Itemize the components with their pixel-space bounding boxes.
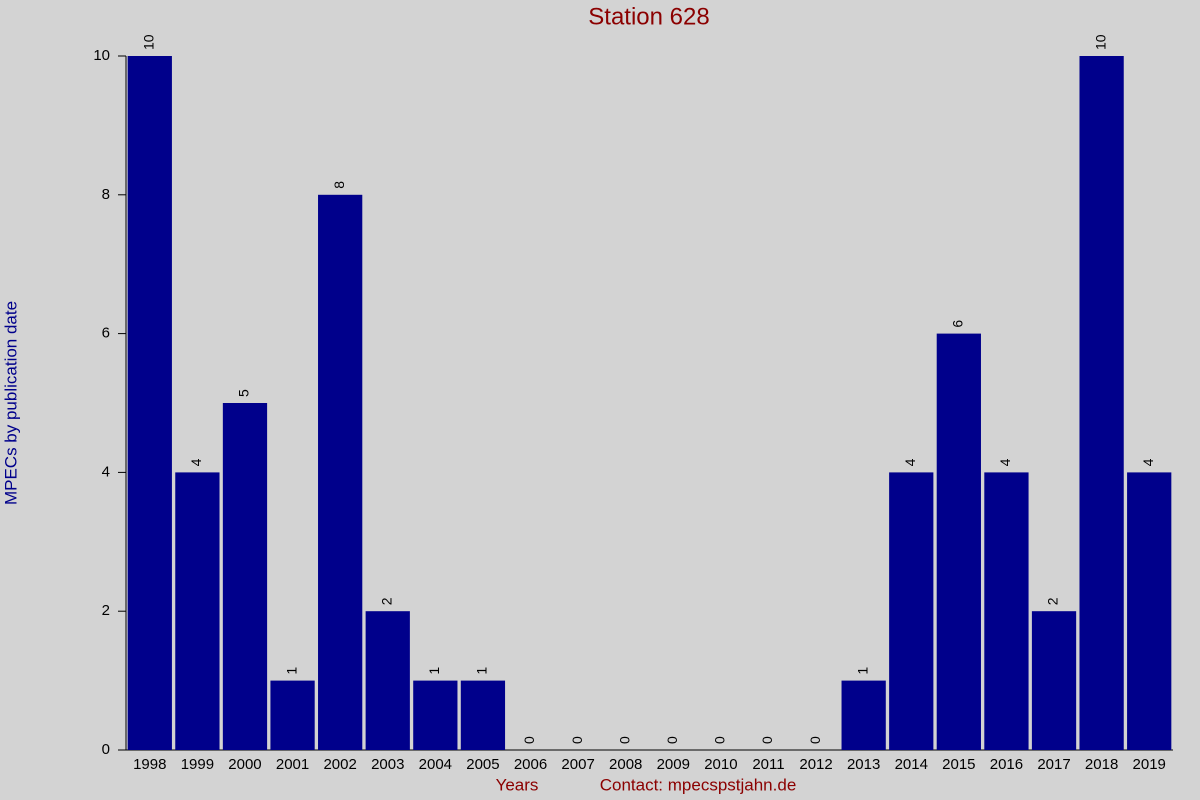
- value-label: 1: [474, 667, 490, 675]
- bar: [222, 403, 268, 750]
- x-tick-label: 2003: [371, 756, 404, 773]
- x-tick-label: 2014: [895, 756, 928, 773]
- value-label: 1: [426, 667, 442, 675]
- value-label: 4: [188, 458, 204, 466]
- value-label: 2: [378, 597, 394, 605]
- value-label: 4: [997, 458, 1013, 466]
- bar: [175, 472, 220, 750]
- value-label: 1: [283, 667, 299, 675]
- x-tick-label: 2005: [466, 756, 499, 773]
- bar: [841, 680, 886, 750]
- bar: [365, 611, 410, 750]
- x-tick-label: 2002: [323, 756, 356, 773]
- value-label: 4: [1140, 458, 1156, 466]
- x-tick-label: 1999: [181, 756, 214, 773]
- value-label: 0: [521, 736, 537, 744]
- value-label: 0: [569, 736, 585, 744]
- x-tick-label: 2019: [1133, 756, 1166, 773]
- bar: [270, 680, 315, 750]
- x-tick-label: 2012: [799, 756, 832, 773]
- value-label: 8: [331, 181, 347, 189]
- x-tick-label: 2004: [419, 756, 452, 773]
- x-tick-label: 2016: [990, 756, 1023, 773]
- x-tick-label: 2009: [657, 756, 690, 773]
- value-label: 5: [236, 389, 252, 397]
- value-label: 1: [854, 667, 870, 675]
- bar: [1127, 472, 1172, 750]
- y-tick-label: 4: [102, 463, 110, 480]
- value-label: 0: [759, 736, 775, 744]
- bar: [889, 472, 934, 750]
- x-tick-label: 2000: [228, 756, 261, 773]
- bar: [1031, 611, 1077, 750]
- y-tick-label: 6: [102, 325, 110, 342]
- x-axis-label: Years: [496, 775, 539, 794]
- value-label: 0: [664, 736, 680, 744]
- y-tick-label: 2: [102, 602, 110, 619]
- value-label: 6: [950, 320, 966, 328]
- y-axis-label: MPECs by publication date: [1, 301, 20, 505]
- x-tick-label: 2001: [276, 756, 309, 773]
- chart-title: Station 628: [588, 3, 709, 30]
- bar: [460, 680, 506, 750]
- y-tick-label: 8: [102, 186, 110, 203]
- x-tick-label: 2013: [847, 756, 880, 773]
- value-label: 0: [712, 736, 728, 744]
- x-tick-label: 2008: [609, 756, 642, 773]
- y-tick-label: 0: [102, 741, 110, 758]
- y-tick-label: 10: [93, 47, 110, 64]
- bar: [413, 680, 458, 750]
- x-tick-label: 1998: [133, 756, 166, 773]
- x-tick-label: 2015: [942, 756, 975, 773]
- bar: [1079, 56, 1124, 750]
- bar: [984, 472, 1029, 750]
- x-tick-label: 2007: [561, 756, 594, 773]
- bar: [318, 194, 363, 751]
- x-tick-label: 2010: [704, 756, 737, 773]
- value-label: 2: [1045, 597, 1061, 605]
- value-label: 4: [902, 458, 918, 466]
- x-tick-label: 2017: [1037, 756, 1070, 773]
- bar: [127, 56, 172, 750]
- x-tick-label: 2011: [752, 756, 784, 773]
- x-tick-label: 2018: [1085, 756, 1118, 773]
- value-label: 0: [807, 736, 823, 744]
- value-label: 0: [616, 736, 632, 744]
- value-label: 10: [1092, 34, 1108, 50]
- bar: [936, 333, 981, 750]
- value-label: 10: [140, 34, 156, 50]
- x-tick-label: 2006: [514, 756, 547, 773]
- footer: Contact: mpecspstjahn.de: [600, 775, 797, 794]
